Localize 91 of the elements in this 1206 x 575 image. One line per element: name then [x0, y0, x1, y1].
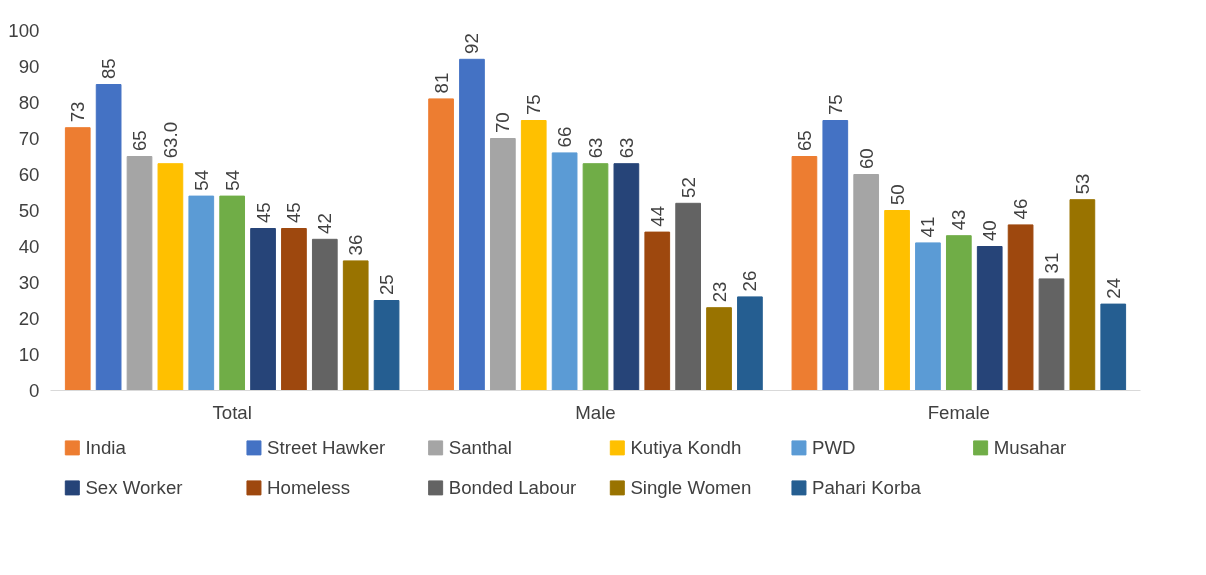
data-label: 65: [793, 130, 815, 152]
data-label: 92: [461, 33, 483, 54]
bar: [884, 210, 910, 391]
y-tick-label: 100: [8, 20, 40, 41]
legend-label: Kutiya Kondh: [630, 437, 742, 459]
bar: [945, 235, 972, 391]
bar: [1007, 224, 1034, 391]
data-label: 31: [1040, 252, 1062, 274]
bar: [342, 260, 369, 391]
bar: [737, 296, 763, 391]
bar: [459, 58, 485, 391]
bar: [791, 156, 818, 391]
legend-label: Sex Worker: [85, 477, 183, 499]
legend-label: PWD: [812, 437, 856, 459]
bar: [126, 156, 153, 391]
x-tick-label: Male: [575, 401, 616, 423]
bar: [490, 138, 516, 391]
y-tick-label: 20: [18, 308, 40, 329]
data-label: 75: [523, 94, 545, 116]
bar: [373, 300, 400, 391]
legend-label: Musahar: [993, 437, 1067, 459]
data-label: 50: [886, 184, 908, 206]
y-tick-label: 50: [18, 200, 40, 221]
data-label: 46: [1010, 198, 1032, 220]
bar: [915, 242, 941, 391]
data-label: 53: [1071, 173, 1093, 195]
bar: [613, 163, 640, 391]
data-label: 54: [190, 169, 212, 191]
data-label: 81: [430, 72, 452, 94]
legend-label: Pahari Korba: [812, 477, 922, 499]
bar: [976, 246, 1003, 391]
bar: [644, 231, 671, 391]
data-label: 26: [739, 270, 761, 292]
data-label: 54: [221, 169, 243, 191]
data-label: 63.0: [159, 121, 181, 159]
bar: [64, 127, 91, 391]
data-label: 40: [979, 220, 1001, 242]
data-label: 60: [855, 148, 877, 170]
bar: [520, 120, 547, 391]
data-label: 52: [677, 177, 699, 198]
y-tick-label: 0: [29, 380, 40, 401]
data-label: 44: [646, 205, 668, 227]
data-label: 73: [67, 101, 89, 123]
bar: [582, 163, 609, 391]
bar: [428, 98, 454, 391]
bar: [675, 202, 701, 391]
data-label: 65: [129, 130, 151, 152]
bar: [1100, 303, 1127, 391]
data-label: 23: [708, 281, 730, 303]
bar: [1069, 199, 1096, 391]
data-label: 36: [345, 234, 367, 256]
data-label: 63: [615, 137, 637, 159]
data-label: 85: [98, 58, 120, 80]
y-tick-label: 40: [18, 236, 40, 257]
bar: [1038, 278, 1065, 391]
bar: [250, 228, 276, 391]
data-label: 45: [283, 202, 305, 224]
data-label: 63: [585, 137, 606, 159]
legend-label: Santhal: [448, 437, 512, 459]
data-label: 70: [492, 112, 514, 134]
bar: [188, 195, 215, 391]
legend-label: Homeless: [267, 477, 350, 499]
y-tick-label: 80: [18, 92, 40, 113]
data-label: 41: [917, 216, 939, 238]
data-label: 25: [376, 274, 398, 296]
data-label: 43: [948, 209, 970, 231]
data-label: 42: [314, 213, 336, 234]
bar: [551, 152, 578, 391]
bar: [219, 195, 246, 391]
data-label: 75: [824, 94, 846, 116]
legend-label: Street Hawker: [267, 437, 386, 459]
legend-label: India: [85, 437, 127, 459]
y-tick-label: 70: [18, 128, 40, 149]
data-label: 45: [252, 202, 274, 224]
y-tick-label: 10: [18, 344, 40, 365]
legend-label: Bonded Labour: [448, 477, 577, 499]
legend-label: Single Women: [630, 477, 752, 499]
y-tick-label: 30: [18, 272, 40, 293]
bar: [281, 228, 307, 391]
x-tick-label: Total: [212, 401, 252, 423]
data-label: 66: [554, 126, 576, 148]
bar: [822, 120, 849, 391]
y-tick-label: 60: [18, 164, 40, 185]
y-tick-label: 90: [18, 56, 40, 77]
bar: [157, 163, 184, 391]
x-tick-label: Female: [927, 401, 990, 423]
data-label: 24: [1102, 277, 1124, 299]
bar: [706, 307, 732, 391]
bar: [311, 238, 338, 391]
bar: [853, 174, 880, 391]
bar: [95, 84, 122, 391]
